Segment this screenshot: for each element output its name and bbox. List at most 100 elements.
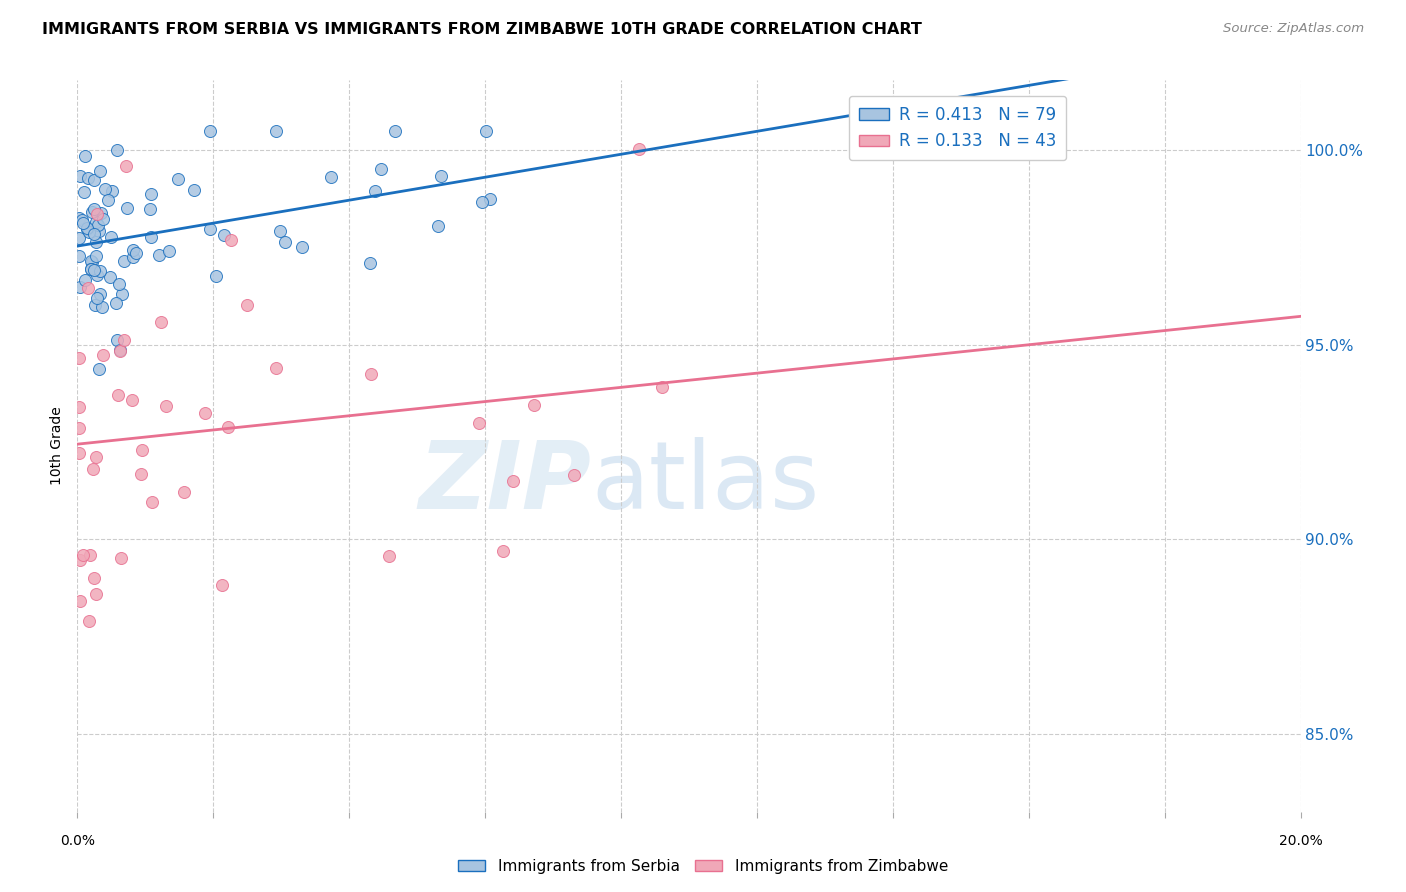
Point — [67, 421, 90, 435]
Point — [67, 445, 90, 459]
Point — [90, 300, 112, 314]
Point — [80, 205, 103, 219]
Point — [628, 142, 651, 156]
Point — [475, 124, 498, 138]
Point — [468, 416, 491, 430]
Point — [69, 593, 91, 607]
Point — [370, 161, 392, 176]
Point — [86, 268, 108, 282]
Point — [429, 169, 451, 183]
Point — [139, 229, 162, 244]
Legend: Immigrants from Serbia, Immigrants from Zimbabwe: Immigrants from Serbia, Immigrants from … — [451, 853, 955, 880]
Point — [107, 277, 129, 292]
Point — [89, 164, 111, 178]
Text: 0.0%: 0.0% — [60, 834, 94, 848]
Point — [89, 287, 111, 301]
Point — [105, 143, 128, 157]
Point — [115, 201, 138, 215]
Point — [83, 202, 105, 216]
Point — [107, 388, 129, 402]
Point — [73, 273, 96, 287]
Legend: R = 0.413   N = 79, R = 0.133   N = 43: R = 0.413 N = 79, R = 0.133 N = 43 — [849, 96, 1066, 161]
Point — [87, 219, 110, 233]
Point — [94, 182, 117, 196]
Point — [148, 248, 170, 262]
Point — [217, 420, 239, 434]
Point — [112, 333, 135, 347]
Point — [86, 206, 108, 220]
Point — [198, 124, 221, 138]
Point — [264, 360, 287, 375]
Point — [98, 269, 121, 284]
Point — [131, 443, 153, 458]
Point — [471, 195, 494, 210]
Text: IMMIGRANTS FROM SERBIA VS IMMIGRANTS FROM ZIMBABWE 10TH GRADE CORRELATION CHART: IMMIGRANTS FROM SERBIA VS IMMIGRANTS FRO… — [42, 22, 922, 37]
Point — [167, 171, 190, 186]
Text: 20.0%: 20.0% — [1278, 834, 1323, 848]
Point — [86, 587, 108, 601]
Point — [198, 222, 221, 236]
Point — [69, 280, 91, 294]
Point — [115, 160, 138, 174]
Point — [105, 333, 128, 347]
Text: ZIP: ZIP — [418, 436, 591, 529]
Text: atlas: atlas — [591, 436, 820, 529]
Point — [84, 450, 107, 464]
Point — [90, 206, 112, 220]
Point — [80, 255, 103, 269]
Point — [76, 222, 98, 236]
Point — [77, 614, 100, 628]
Point — [76, 220, 98, 235]
Point — [91, 348, 114, 362]
Point — [205, 268, 228, 283]
Point — [79, 548, 101, 562]
Point — [84, 235, 107, 249]
Point — [194, 406, 217, 420]
Point — [564, 468, 586, 483]
Point — [492, 544, 515, 558]
Point — [83, 173, 105, 187]
Point — [84, 215, 107, 229]
Point — [80, 262, 103, 277]
Point — [77, 225, 100, 239]
Point — [112, 254, 135, 268]
Point — [122, 250, 145, 264]
Point — [72, 217, 94, 231]
Point — [319, 170, 342, 185]
Point — [67, 231, 90, 245]
Point — [141, 494, 163, 508]
Point — [67, 401, 90, 415]
Point — [183, 183, 205, 197]
Point — [479, 192, 502, 206]
Point — [384, 124, 406, 138]
Point — [291, 240, 314, 254]
Point — [83, 227, 105, 241]
Point — [264, 124, 287, 138]
Point — [67, 249, 90, 263]
Point — [76, 281, 98, 295]
Point — [87, 361, 110, 376]
Point — [67, 211, 90, 225]
Y-axis label: 10th Grade: 10th Grade — [51, 407, 65, 485]
Point — [69, 169, 91, 183]
Point — [108, 344, 131, 359]
Point — [101, 184, 124, 198]
Point — [89, 264, 111, 278]
Point — [149, 314, 172, 328]
Point — [70, 213, 93, 227]
Text: Source: ZipAtlas.com: Source: ZipAtlas.com — [1223, 22, 1364, 36]
Point — [76, 171, 98, 186]
Point — [378, 549, 401, 564]
Point — [91, 212, 114, 227]
Point — [86, 291, 108, 305]
Point — [72, 549, 94, 563]
Point — [221, 233, 243, 247]
Point — [359, 256, 381, 270]
Point — [105, 295, 128, 310]
Point — [139, 187, 162, 202]
Point — [173, 485, 195, 500]
Point — [79, 261, 101, 276]
Point — [100, 230, 122, 244]
Point — [108, 343, 131, 357]
Point — [426, 219, 449, 233]
